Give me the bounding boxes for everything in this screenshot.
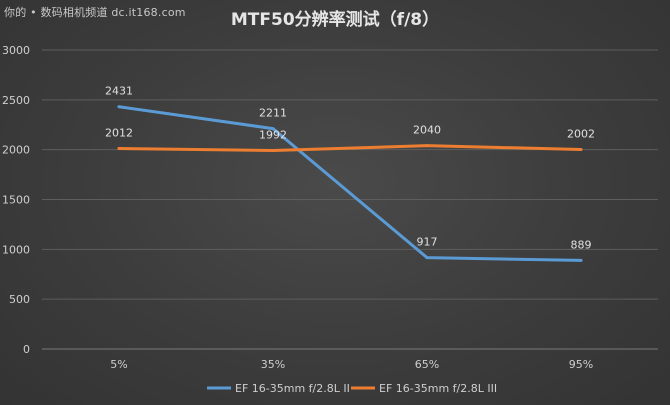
x-tick-label: 65% <box>415 358 439 371</box>
gridlines <box>42 49 658 350</box>
data-label: 2002 <box>567 127 595 140</box>
x-axis-ticks: 5% 35% 65% 95% <box>110 358 593 371</box>
y-tick-label: 3000 <box>2 44 30 57</box>
data-point <box>425 256 429 260</box>
x-tick-label: 5% <box>110 358 127 371</box>
y-tick-label: 2500 <box>2 94 30 107</box>
chart-title: MTF50分辨率测试（f/8） <box>231 9 439 30</box>
legend: EF 16-35mm f/2.8L II EF 16-35mm f/2.8L II… <box>207 382 497 395</box>
data-point <box>271 127 275 131</box>
data-label: 2012 <box>105 126 133 139</box>
data-label: 2211 <box>259 107 287 120</box>
series-lines <box>117 105 583 262</box>
x-tick-label: 35% <box>261 358 285 371</box>
y-axis-ticks: 0 500 1000 1500 2000 2500 3000 <box>2 44 30 356</box>
data-label: 2040 <box>413 124 441 137</box>
data-label: 1992 <box>259 128 287 141</box>
y-tick-label: 500 <box>9 293 30 306</box>
legend-label: EF 16-35mm f/2.8L III <box>379 382 497 395</box>
watermark: 你的 • 数码相机频道 dc.it168.com <box>4 6 186 19</box>
data-point <box>579 258 583 262</box>
data-label: 2431 <box>105 85 133 98</box>
data-point <box>271 148 275 152</box>
data-labels: 2431 2211 917 889 2012 1992 2040 2002 <box>105 85 595 252</box>
legend-label: EF 16-35mm f/2.8L II <box>235 382 350 395</box>
x-tick-label: 95% <box>569 358 593 371</box>
data-point <box>117 105 121 109</box>
data-point <box>117 146 121 150</box>
data-label: 917 <box>417 236 438 249</box>
y-tick-label: 2000 <box>2 144 30 157</box>
data-label: 889 <box>571 238 592 251</box>
y-tick-label: 1000 <box>2 243 30 256</box>
data-point <box>579 147 583 151</box>
y-tick-label: 0 <box>23 343 30 356</box>
series-line-1 <box>117 105 583 262</box>
series-line-2 <box>117 144 583 152</box>
y-tick-label: 1500 <box>2 194 30 207</box>
data-point <box>425 144 429 148</box>
